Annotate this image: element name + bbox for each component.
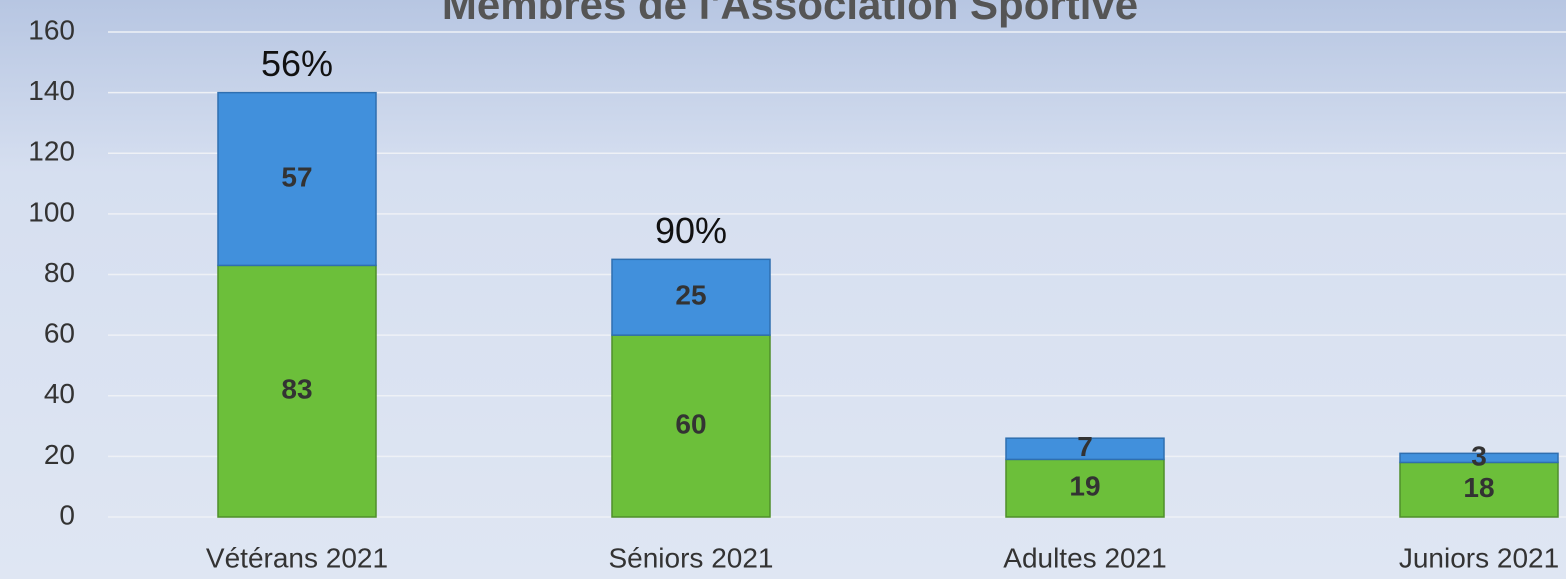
y-tick-label: 60: [44, 318, 75, 349]
x-tick-label: Juniors 2021: [1399, 542, 1559, 573]
bar-segment: [1005, 437, 1165, 461]
bar-segment: [217, 91, 377, 267]
x-tick-label: Vétérans 2021: [206, 542, 388, 573]
bar-segment: [1399, 461, 1559, 518]
y-tick-label: 40: [44, 378, 75, 409]
data-label: 60: [675, 408, 706, 439]
bar-segment: [1005, 458, 1165, 518]
x-tick-label: Séniors 2021: [608, 542, 773, 573]
y-tick-label: 0: [59, 499, 75, 530]
bar-segment: [611, 258, 771, 336]
data-label: 3: [1471, 440, 1487, 471]
data-label: 57: [281, 161, 312, 192]
bar-segment: [217, 264, 377, 518]
top-label: 56%: [261, 43, 333, 84]
x-tick-label: Adultes 2021: [1003, 542, 1166, 573]
data-label: 25: [675, 280, 706, 311]
data-label: 19: [1069, 471, 1100, 502]
y-tick-label: 160: [28, 14, 75, 45]
top-label: 90%: [655, 210, 727, 251]
y-tick-label: 120: [28, 136, 75, 167]
bar-segment: [1399, 452, 1559, 464]
chart-title: Membres de l'Association Sportive: [442, 0, 1138, 28]
y-tick-label: 140: [28, 75, 75, 106]
y-tick-label: 80: [44, 257, 75, 288]
data-label: 18: [1463, 472, 1494, 503]
y-tick-label: 100: [28, 196, 75, 227]
y-tick-label: 20: [44, 439, 75, 470]
data-label: 83: [281, 374, 312, 405]
data-label: 7: [1077, 431, 1093, 462]
